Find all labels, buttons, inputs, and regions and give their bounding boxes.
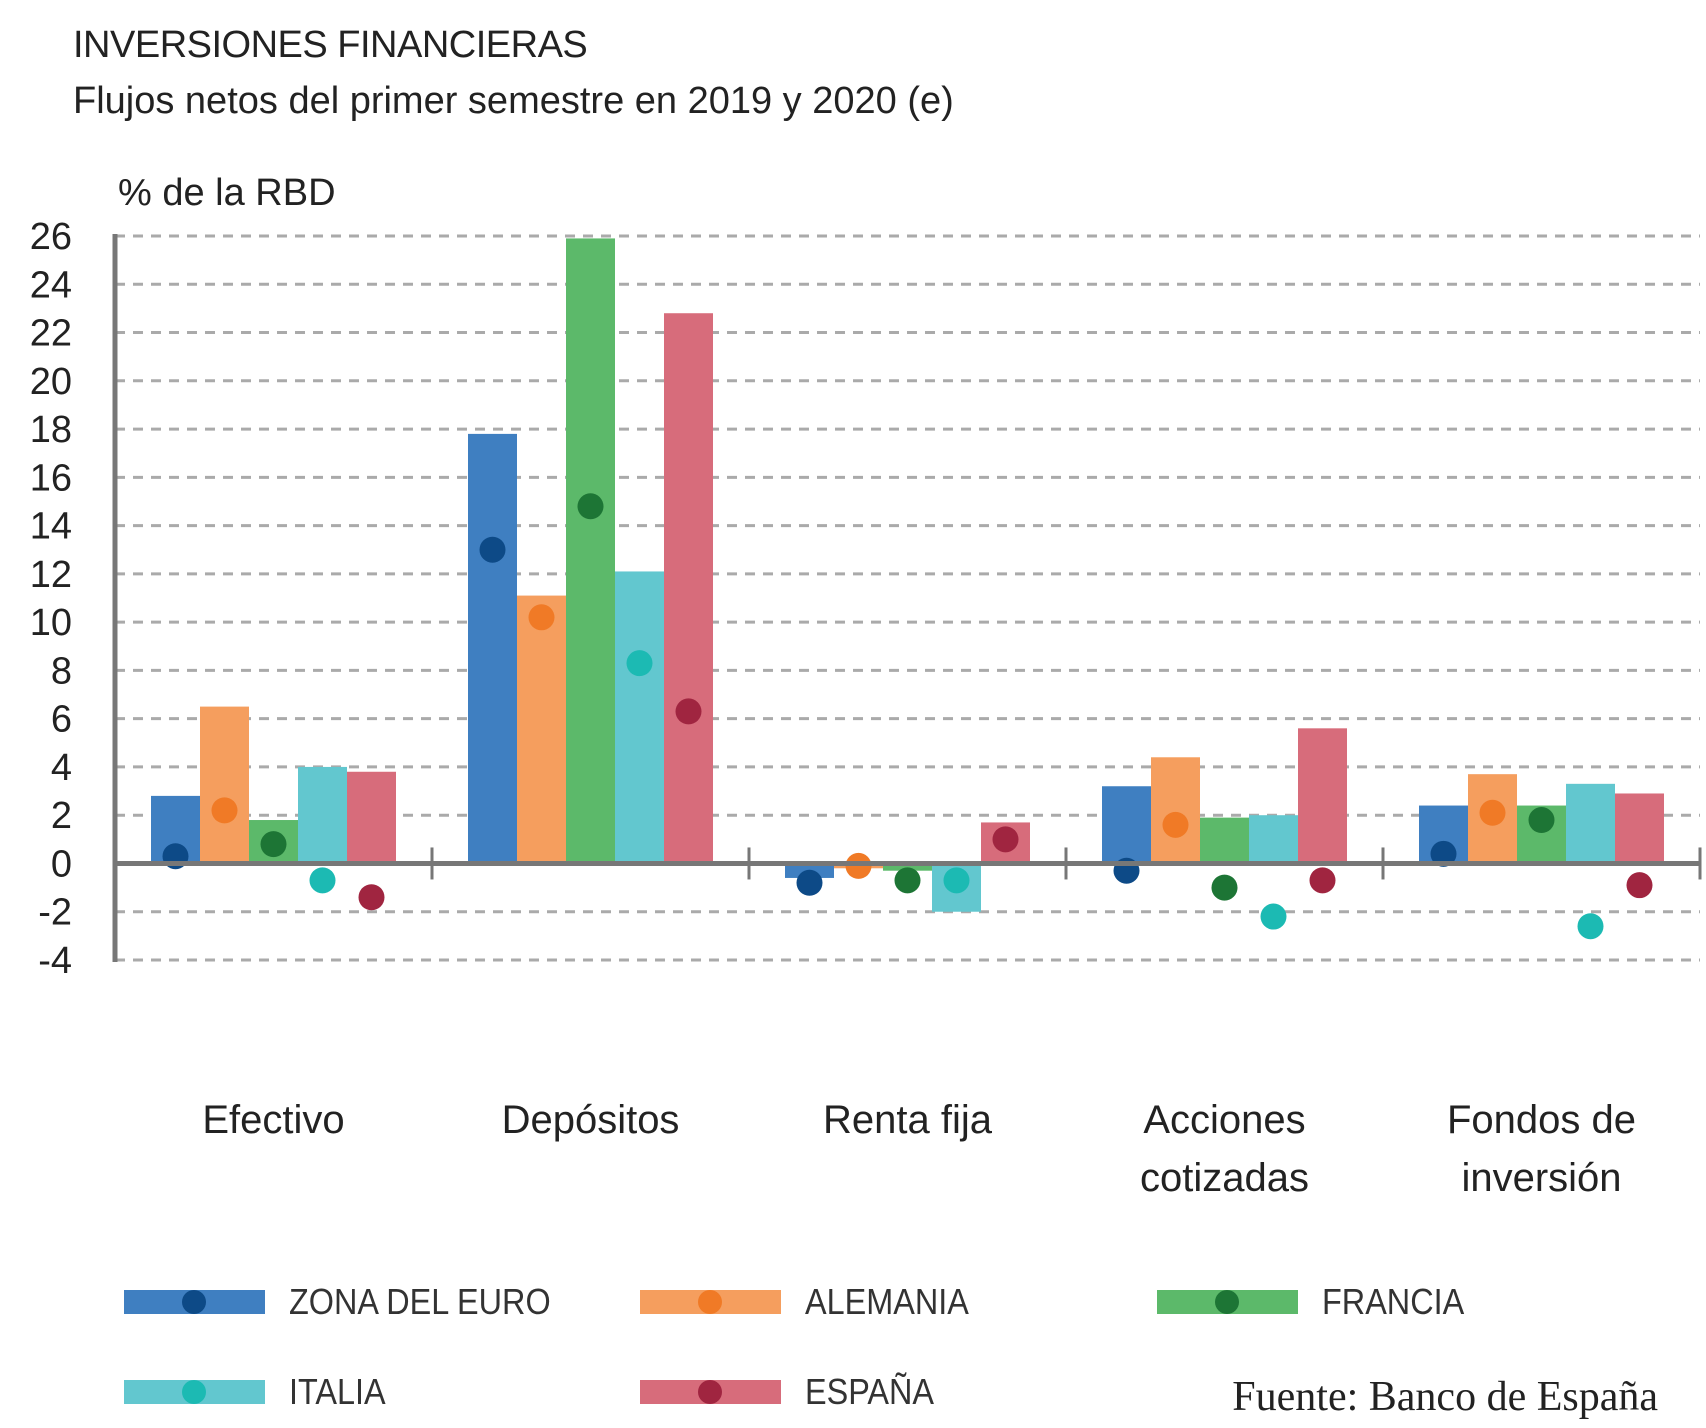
dot-marker	[1577, 913, 1604, 940]
legend-swatch	[640, 1290, 781, 1314]
legend-item: ESPAÑA	[640, 1371, 948, 1412]
y-tick-label: 14	[30, 506, 72, 548]
bar	[1200, 817, 1249, 864]
dot-marker	[358, 884, 385, 911]
category-label: Depósitos	[502, 1098, 680, 1142]
legend-dot	[182, 1380, 206, 1404]
legend-dot	[182, 1290, 206, 1314]
dot-marker	[943, 867, 970, 894]
dot-marker	[675, 698, 702, 725]
y-tick-label: 4	[51, 747, 72, 789]
dot-marker	[992, 826, 1019, 853]
y-tick-label: 0	[51, 843, 72, 885]
legend-dot	[1215, 1290, 1239, 1314]
y-tick-label: 20	[30, 361, 72, 403]
dot-marker	[1260, 903, 1287, 930]
legend-swatch	[124, 1290, 265, 1314]
legend-swatch	[1157, 1290, 1298, 1314]
dot-marker	[528, 604, 555, 631]
bar	[1151, 757, 1200, 864]
dot-marker	[211, 797, 238, 824]
bar	[1615, 793, 1664, 864]
category-label: Fondos de	[1447, 1098, 1636, 1142]
bar	[298, 766, 347, 864]
y-axis-label: % de la RBD	[118, 172, 336, 214]
dot-marker	[626, 650, 653, 677]
y-tick-label: -2	[38, 892, 72, 934]
dot-marker	[1479, 799, 1506, 826]
source-note: Fuente: Banco de España	[1232, 1374, 1658, 1420]
chart-subtitle: Flujos netos del primer semestre en 2019…	[73, 80, 954, 122]
y-tick-label: 26	[30, 216, 72, 258]
legend-label: FRANCIA	[1322, 1281, 1465, 1322]
legend-item: ITALIA	[124, 1371, 396, 1412]
dot-marker	[1528, 807, 1555, 834]
legend-label: ALEMANIA	[805, 1281, 969, 1322]
y-tick-label: 18	[30, 409, 72, 451]
dot-marker	[894, 867, 921, 894]
bar	[200, 706, 249, 864]
y-tick-label: 8	[51, 650, 72, 692]
dot-marker	[577, 493, 604, 520]
dot-marker	[1211, 874, 1238, 901]
y-tick-label: 16	[30, 457, 72, 499]
bar	[664, 313, 713, 864]
legend-item: ZONA DEL EURO	[124, 1281, 580, 1322]
dot-marker	[260, 831, 287, 858]
y-tick-label: 24	[30, 264, 72, 306]
dot-marker	[1626, 872, 1653, 899]
y-tick-label: 12	[30, 554, 72, 596]
legend-label: ESPAÑA	[805, 1371, 935, 1412]
bar	[1102, 786, 1151, 864]
bar	[468, 433, 517, 864]
bar	[1566, 783, 1615, 864]
bar	[347, 771, 396, 864]
bar	[1298, 728, 1347, 864]
category-label: Acciones	[1143, 1098, 1305, 1142]
category-label: Efectivo	[202, 1098, 344, 1142]
legend-dot	[698, 1380, 722, 1404]
dot-marker	[1309, 867, 1336, 894]
chart-title: INVERSIONES FINANCIERAS	[73, 24, 588, 66]
legend-swatch	[640, 1380, 781, 1404]
y-tick-label: -4	[38, 940, 72, 982]
y-tick-label: 2	[51, 795, 72, 837]
category-label: Renta fija	[823, 1098, 993, 1142]
legend-swatch	[124, 1380, 265, 1404]
legend-label: ZONA DEL EURO	[289, 1281, 551, 1322]
dot-marker	[309, 867, 336, 894]
y-tick-label: 10	[30, 602, 72, 644]
bar	[883, 863, 932, 871]
legend-item: ALEMANIA	[640, 1281, 987, 1322]
bar	[517, 595, 566, 864]
bar	[1249, 815, 1298, 864]
category-label: cotizadas	[1140, 1156, 1309, 1200]
bar	[615, 571, 664, 864]
dot-marker	[796, 869, 823, 896]
bar	[566, 238, 615, 864]
y-tick-label: 6	[51, 699, 72, 741]
legend-label: ITALIA	[289, 1371, 386, 1412]
category-label: inversión	[1461, 1156, 1621, 1200]
dot-marker	[479, 536, 506, 563]
legend-item: FRANCIA	[1157, 1281, 1480, 1322]
dot-marker	[1162, 811, 1189, 838]
y-tick-label: 22	[30, 313, 72, 355]
legend-dot	[698, 1290, 722, 1314]
dot-marker	[1430, 840, 1457, 867]
